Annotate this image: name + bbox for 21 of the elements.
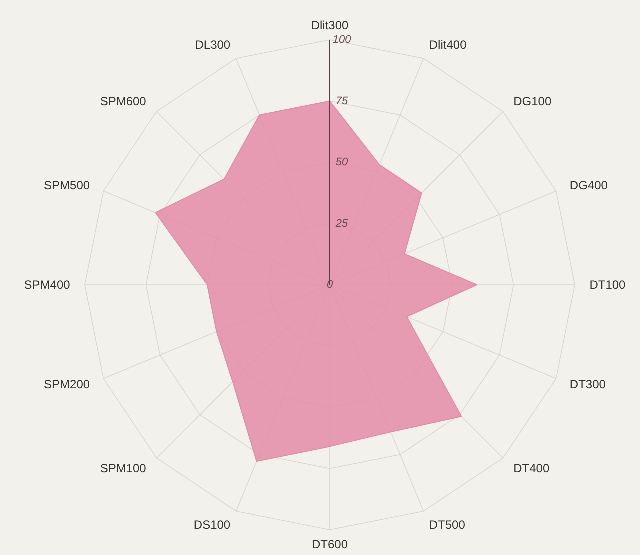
y-tick-label: 75	[336, 95, 349, 108]
spoke-label: Dlit300	[311, 18, 349, 32]
spoke-label: DL300	[195, 38, 231, 52]
spoke-label: DT600	[312, 538, 348, 552]
spoke-label: SPM200	[44, 377, 90, 392]
spoke-label: DT300	[570, 377, 606, 392]
y-tick-label: 100	[332, 34, 352, 46]
spoke-label: DT500	[429, 518, 466, 532]
spoke-label: Dlit400	[429, 38, 468, 52]
y-tick-label: 0	[326, 279, 334, 291]
spoke-label: DG400	[570, 178, 608, 193]
spoke-label: SPM100	[100, 462, 147, 476]
spoke-label: DT400	[514, 462, 550, 476]
spoke-label: SPM400	[24, 278, 71, 292]
spoke-label: SPM500	[44, 178, 90, 193]
spoke-label: DG100	[514, 94, 552, 108]
spoke-label: DT100	[590, 278, 626, 292]
y-tick-label: 25	[334, 218, 349, 230]
spoke-label: DS100	[194, 518, 231, 532]
y-tick-label: 50	[336, 156, 349, 168]
spoke-label: SPM600	[100, 94, 147, 108]
